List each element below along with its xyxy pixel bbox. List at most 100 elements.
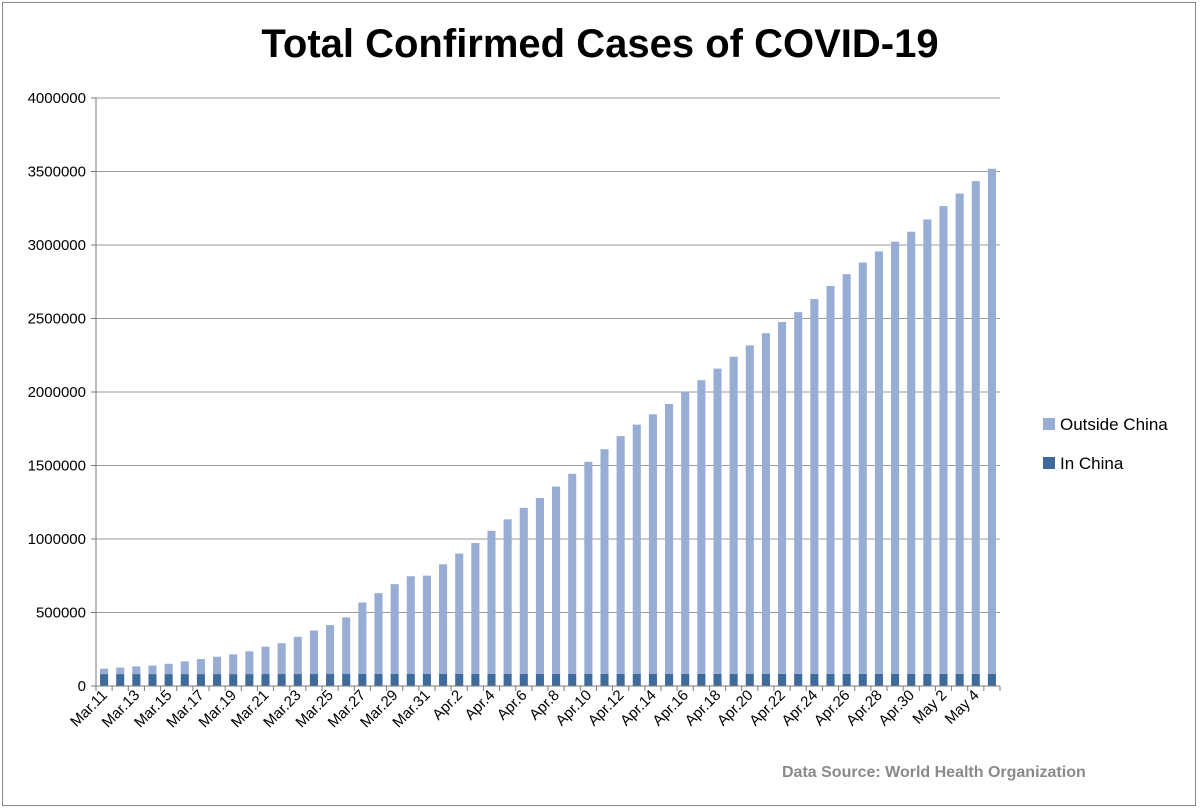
bar-outside-china [390, 584, 399, 675]
bar-in-china [939, 673, 948, 686]
bar-outside-china [519, 507, 528, 674]
bar-outside-china [826, 285, 835, 674]
bar-outside-china [616, 436, 625, 674]
legend: Outside China In China [1043, 415, 1168, 473]
x-tick-label: Apr.2 [429, 687, 466, 724]
bar-in-china [907, 673, 916, 686]
bar-outside-china [261, 646, 270, 675]
bar-outside-china [455, 553, 464, 674]
bar-in-china [681, 673, 690, 686]
bar-in-china [487, 673, 496, 686]
bar-outside-china [245, 651, 254, 675]
bar-in-china [535, 673, 544, 686]
x-tick-label: Apr.22 [746, 687, 789, 730]
x-tick-label: Apr.14 [617, 687, 660, 730]
bar-in-china [713, 673, 722, 686]
chart-title: Total Confirmed Cases of COVID-19 [261, 22, 939, 66]
bar-in-china [326, 674, 335, 686]
bar-outside-china [600, 449, 609, 674]
bar-in-china [552, 673, 561, 686]
bar-in-china [794, 673, 803, 686]
y-tick-label: 500000 [36, 605, 86, 622]
bar-outside-china [632, 424, 641, 674]
bar-in-china [874, 673, 883, 686]
bar-in-china [584, 673, 593, 686]
bar-outside-china [309, 630, 318, 675]
bar-in-china [293, 674, 302, 686]
bar-in-china [164, 674, 173, 686]
bar-in-china [342, 674, 351, 686]
bar-outside-china [487, 530, 496, 674]
x-tick-label: Apr.4 [462, 687, 499, 724]
bar-outside-china [713, 368, 722, 674]
bars [100, 168, 996, 686]
bar-outside-china [568, 473, 577, 674]
x-tick-label: Apr.24 [778, 687, 821, 730]
bar-outside-china [116, 667, 125, 675]
legend-swatch [1043, 457, 1055, 469]
x-tick-label: May 4 [942, 687, 983, 728]
bar-outside-china [923, 219, 932, 674]
bar-outside-china [100, 668, 109, 675]
bar-in-china [180, 674, 189, 686]
bar-in-china [971, 673, 980, 686]
bar-in-china [648, 673, 657, 686]
bar-outside-china [439, 564, 448, 674]
y-tick-label: 3500000 [28, 164, 86, 181]
bar-in-china [471, 673, 480, 686]
bar-in-china [229, 674, 238, 686]
bar-in-china [842, 673, 851, 686]
bar-outside-china [277, 643, 286, 675]
bar-in-china [616, 673, 625, 686]
bar-in-china [891, 673, 900, 686]
bar-outside-china [164, 663, 173, 675]
bar-outside-china [987, 168, 996, 674]
bar-outside-china [842, 274, 851, 674]
x-axis: Mar.11Mar.13Mar.15Mar.17Mar.19Mar.21Mar.… [67, 685, 1001, 731]
x-tick-label: Apr.26 [811, 687, 854, 730]
bar-in-china [406, 674, 415, 686]
bar-outside-china [907, 231, 916, 674]
x-tick-label: Apr.6 [494, 687, 531, 724]
bar-outside-china [229, 654, 238, 675]
bar-outside-china [213, 656, 222, 675]
bar-in-china [503, 673, 512, 686]
bar-in-china [810, 673, 819, 686]
bar-outside-china [584, 461, 593, 674]
bar-outside-china [503, 519, 512, 674]
bar-in-china [826, 673, 835, 686]
legend-label: In China [1060, 454, 1124, 473]
legend-label: Outside China [1060, 415, 1168, 434]
bar-outside-china [761, 333, 770, 674]
x-tick-label: Apr.10 [552, 687, 595, 730]
bar-in-china [632, 673, 641, 686]
x-tick-label: Apr.12 [585, 687, 628, 730]
bar-in-china [955, 673, 964, 686]
bar-outside-china [665, 404, 674, 674]
bar-outside-china [794, 312, 803, 674]
bar-outside-china [681, 391, 690, 674]
bar-in-china [568, 673, 577, 686]
y-tick-label: 0 [78, 678, 86, 695]
y-tick-label: 3000000 [28, 237, 86, 254]
x-tick-label: Apr.20 [714, 687, 757, 730]
bar-outside-china [422, 575, 431, 674]
legend-swatch [1043, 418, 1055, 430]
bar-outside-china [552, 486, 561, 674]
bar-in-china [778, 673, 787, 686]
bar-outside-china [326, 625, 335, 675]
x-tick-label: Apr.16 [649, 687, 692, 730]
bar-outside-china [648, 414, 657, 674]
bar-outside-china [810, 299, 819, 674]
bar-outside-china [891, 241, 900, 674]
x-tick-label: Apr.18 [682, 687, 725, 730]
bar-outside-china [180, 661, 189, 675]
bar-in-china [100, 674, 109, 686]
bar-in-china [309, 674, 318, 686]
y-tick-label: 2000000 [28, 384, 86, 401]
x-tick-label: Apr.30 [875, 687, 918, 730]
data-source-note: Data Source: World Health Organization [782, 764, 1086, 781]
bar-in-china [987, 673, 996, 686]
bar-in-china [245, 674, 254, 686]
